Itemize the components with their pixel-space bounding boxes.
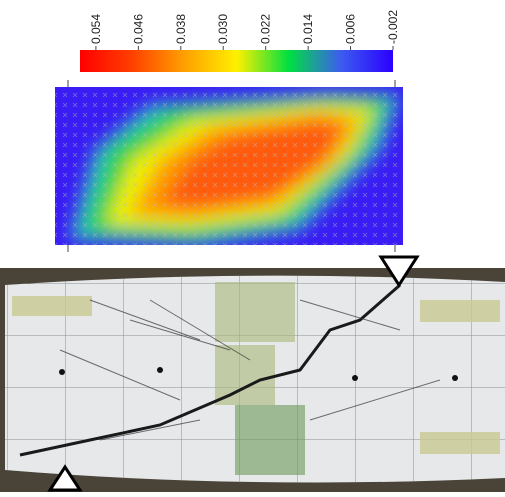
patch <box>235 405 305 475</box>
marker <box>59 369 65 375</box>
colorbar-tick-label: 0.054 <box>89 14 103 44</box>
colorbar-tick-label: 0.006 <box>344 14 358 44</box>
marker <box>352 375 358 381</box>
colorbar-tick-label: 0.022 <box>259 14 273 44</box>
colorbar-tick-label: 0.030 <box>216 14 230 44</box>
colorbar-tick-label: 0.046 <box>131 14 145 44</box>
colorbar-tick-label: 0.038 <box>174 14 188 44</box>
strain-gauge <box>12 296 92 316</box>
strain-map <box>55 87 403 245</box>
colorbar-gradient <box>80 50 393 72</box>
figure: 0.054 0.046 0.038 0.030 0.022 0.014 0.006 -0.00… <box>0 0 505 492</box>
colorbar-tick-label: 0.014 <box>301 14 315 44</box>
specimen-photo <box>0 268 505 492</box>
colorbar-tick-label: -0.002 <box>386 10 400 44</box>
vector-marks <box>55 87 403 245</box>
strain-gauge <box>420 300 500 322</box>
marker <box>157 367 163 373</box>
marker <box>452 375 458 381</box>
patch <box>215 282 295 342</box>
strain-gauge <box>420 432 500 454</box>
colorbar: 0.054 0.046 0.038 0.030 0.022 0.014 0.006 -0.00… <box>80 10 400 72</box>
